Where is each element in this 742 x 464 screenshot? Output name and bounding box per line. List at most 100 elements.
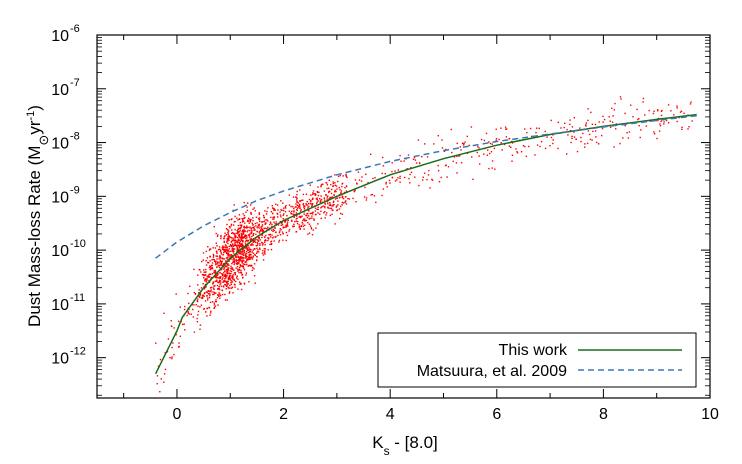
scatter-point [240, 283, 242, 285]
scatter-point [159, 391, 161, 393]
scatter-point [315, 193, 317, 196]
scatter-point [235, 256, 237, 259]
scatter-point [274, 227, 276, 229]
scatter-point [220, 282, 222, 284]
scatter-point [311, 203, 314, 205]
scatter-point [245, 239, 247, 241]
scatter-point [274, 223, 276, 225]
scatter-point [209, 293, 211, 295]
scatter-point [327, 203, 329, 205]
scatter-point [354, 179, 357, 181]
scatter-point [246, 226, 249, 229]
scatter-point [286, 224, 288, 226]
scatter-point [237, 239, 239, 242]
scatter-point [212, 282, 215, 284]
scatter-point [227, 236, 229, 238]
scatter-point [239, 266, 241, 269]
scatter-point [327, 206, 329, 208]
scatter-point [258, 218, 260, 221]
scatter-point [209, 301, 212, 303]
scatter-point [202, 294, 204, 296]
scatter-point [252, 255, 254, 257]
scatter-point [330, 192, 333, 195]
scatter-point [261, 244, 264, 246]
legend-label-matsuura: Matsuura, et al. 2009 [417, 363, 567, 380]
scatter-point [238, 261, 240, 263]
scatter-point [303, 205, 305, 207]
scatter-point [340, 190, 343, 192]
scatter-point [585, 124, 587, 126]
scatter-point [227, 269, 229, 271]
scatter-point [676, 107, 678, 109]
scatter-point [227, 255, 229, 257]
scatter-point [260, 228, 262, 230]
scatter-point [178, 345, 180, 348]
scatter-point [291, 210, 293, 212]
scatter-point [245, 255, 247, 258]
scatter-point [243, 230, 245, 233]
scatter-point [237, 238, 240, 240]
scatter-point [279, 211, 281, 213]
scatter-point [224, 244, 227, 246]
scatter-point [235, 236, 237, 238]
scatter-point [229, 243, 232, 246]
scatter-point [237, 219, 239, 221]
scatter-point [508, 137, 511, 140]
scatter-point [326, 198, 328, 200]
scatter-point [546, 136, 548, 138]
scatter-point [212, 293, 214, 296]
scatter-point [230, 236, 232, 239]
scatter-point [236, 262, 239, 264]
scatter-point [335, 190, 337, 193]
scatter-point [251, 243, 253, 246]
scatter-point [385, 183, 387, 185]
scatter-point [657, 119, 659, 122]
scatter-point [262, 243, 264, 245]
scatter-point [270, 236, 272, 238]
scatter-point [345, 185, 348, 188]
scatter-point [340, 193, 342, 195]
scatter-point [298, 216, 300, 218]
scatter-point [365, 197, 368, 199]
scatter-point [539, 145, 541, 148]
scatter-point [197, 298, 199, 300]
scatter-point [229, 270, 231, 272]
scatter-point [254, 222, 256, 225]
scatter-point [265, 213, 268, 215]
scatter-point [223, 268, 225, 270]
scatter-point [234, 273, 236, 276]
scatter-point [245, 246, 248, 248]
scatter-point [156, 375, 159, 377]
scatter-point [245, 240, 247, 243]
scatter-point [232, 276, 234, 278]
scatter-point [252, 232, 255, 235]
scatter-point [173, 327, 175, 329]
scatter-point [226, 269, 228, 271]
scatter-point [661, 109, 663, 112]
scatter-point [232, 237, 234, 239]
scatter-point [238, 234, 240, 237]
scatter-point [229, 277, 231, 279]
scatter-point [208, 296, 211, 299]
scatter-point [308, 205, 310, 208]
x-tick-label: 6 [492, 406, 501, 423]
scatter-point [215, 262, 217, 264]
scatter-point [260, 226, 262, 228]
scatter-point [249, 229, 251, 232]
scatter-point [238, 227, 240, 229]
scatter-point [329, 214, 331, 217]
scatter-point [310, 200, 312, 202]
scatter-point [241, 245, 243, 248]
scatter-point [510, 146, 512, 148]
scatter-point [431, 178, 433, 181]
scatter-point [511, 160, 513, 162]
scatter-point [266, 219, 268, 221]
scatter-point [591, 139, 593, 141]
scatter-point [247, 251, 250, 254]
scatter-point [233, 245, 236, 247]
scatter-point [167, 338, 170, 340]
scatter-point [227, 238, 229, 241]
scatter-point [213, 302, 215, 304]
scatter-point [298, 226, 300, 228]
